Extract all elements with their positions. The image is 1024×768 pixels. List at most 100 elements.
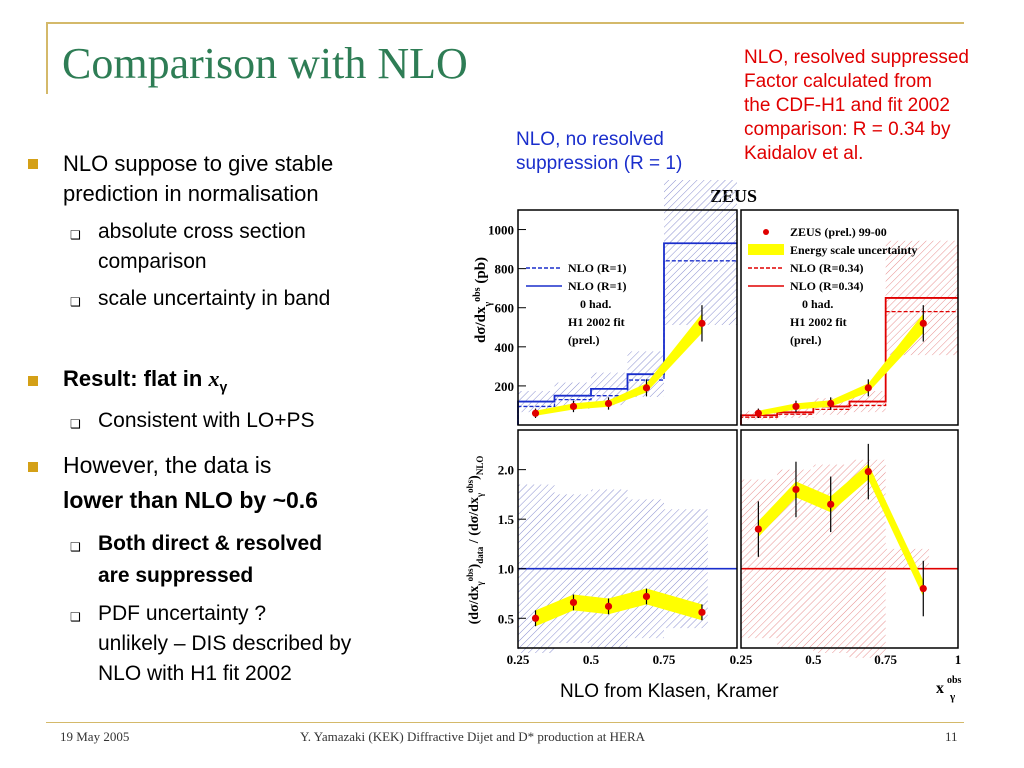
bullet-text: However, the data is — [63, 452, 272, 478]
legend-entry: NLO (R=1) — [568, 261, 627, 275]
footer-date: 19 May 2005 — [60, 729, 130, 744]
x-tick-label: 0.5 — [583, 652, 600, 667]
data-point — [864, 468, 872, 476]
page-number: 11 — [945, 729, 958, 744]
y-tick-label: 2.0 — [498, 463, 514, 478]
legend-entry: (prel.) — [568, 333, 599, 347]
data-point — [827, 399, 835, 408]
y-tick-label: 200 — [495, 379, 515, 394]
sub-bullet-text: absolute cross section — [98, 220, 306, 243]
legend-entry: NLO (R=0.34) — [790, 279, 864, 293]
bullet-text: prediction in normalisation — [63, 181, 319, 206]
scale-uncertainty-band — [518, 180, 737, 413]
x-tick-label: 0.25 — [507, 652, 530, 667]
data-point — [754, 409, 762, 417]
sub-bullet-text: comparison — [98, 250, 207, 273]
data-point — [569, 598, 578, 607]
sub-bullet-marker: ❑ — [70, 540, 81, 554]
legend-entry: 0 had. — [580, 297, 611, 311]
bullet-text: Result: flat in xγ — [63, 366, 228, 395]
panel-frame — [517, 429, 738, 649]
footer-center: Y. Yamazaki (KEK) Diffractive Dijet and … — [300, 729, 646, 744]
svg-text:obs: obs — [947, 675, 962, 686]
sub-bullet-marker: ❑ — [70, 228, 81, 242]
legend-entry: (prel.) — [790, 333, 821, 347]
scale-uncertainty-band — [741, 459, 930, 658]
legend-entry: H1 2002 fit — [790, 315, 847, 329]
legend-entry: NLO (R=1) — [568, 279, 627, 293]
sub-bullet-text: unlikely – DIS described by — [98, 632, 352, 655]
annotation-no-resolved-suppression: NLO, no resolved suppression (R = 1) — [516, 129, 683, 174]
y-axis-title-bottom: (dσ/dxγobs)data / (dσ/dxγobs)NLO — [465, 456, 485, 625]
svg-text:γ: γ — [949, 691, 955, 703]
legend-entry: 0 had. — [802, 297, 833, 311]
chart-panel-4: 0.25 0.5 0.75 1 — [730, 429, 962, 667]
data-point — [642, 592, 651, 601]
panel-frame — [517, 209, 738, 426]
sub-bullet-text: PDF uncertainty ? — [98, 602, 267, 625]
frame-top — [46, 22, 964, 24]
bullet-text: NLO suppose to give stable — [63, 151, 334, 176]
legend-entry: Energy scale uncertainty — [790, 243, 917, 257]
data-point — [604, 399, 613, 408]
y-tick-label: 1.5 — [498, 512, 515, 527]
frame-left — [46, 22, 48, 94]
panel-frame — [740, 429, 959, 649]
legend-swatch — [748, 244, 784, 255]
slide-title: Comparison with NLO — [62, 39, 468, 88]
y-tick-label: 600 — [495, 301, 515, 316]
y-tick-label: 0.5 — [498, 611, 515, 626]
bullet-marker — [28, 376, 38, 386]
sub-bullet-text: NLO with H1 fit 2002 — [98, 662, 292, 685]
legend-entry: H1 2002 fit — [568, 315, 625, 329]
sub-bullet-marker: ❑ — [70, 417, 81, 431]
x-tick-label: 0.25 — [730, 652, 753, 667]
data-point — [604, 602, 613, 610]
sub-bullet-marker: ❑ — [70, 610, 81, 624]
nlo-histogram-solid — [517, 242, 737, 425]
x-axis-title: x obs γ — [936, 675, 962, 703]
legend-entry: NLO (R=0.34) — [790, 261, 864, 275]
data-point — [919, 584, 927, 593]
energy-scale-band — [535, 313, 702, 416]
chart-panel-3: 0.5 1.0 1.5 2.0 0.25 0.5 0.75 — [498, 429, 738, 667]
sub-bullet-marker: ❑ — [70, 295, 81, 309]
annotation-resolved-suppressed: NLO, resolved suppressed Factor calculat… — [744, 47, 969, 164]
y-tick-label: 1000 — [488, 223, 514, 238]
data-point — [919, 319, 927, 327]
chart-panel-2: ZEUS (prel.) 99-00 Energy scale uncertain… — [740, 209, 959, 426]
data-point — [827, 500, 835, 508]
data-point — [642, 384, 651, 392]
data-point — [569, 402, 578, 411]
x-tick-label: 0.5 — [805, 652, 822, 667]
bullet-marker — [28, 159, 38, 169]
sub-bullet-text: Both direct & resolved — [98, 532, 323, 555]
data-point — [754, 525, 762, 533]
energy-scale-band — [535, 588, 702, 627]
svg-text:(dσ/dxγobs)data / (dσ/dxγobs)N: (dσ/dxγobs)data / (dσ/dxγobs)NLO — [465, 456, 485, 625]
footer-line — [46, 722, 964, 723]
data-point — [792, 402, 800, 411]
data-point — [864, 384, 872, 392]
data-point — [698, 608, 706, 616]
y-axis-title-top: dσ/dxγobs (pb) — [472, 257, 494, 343]
legend-swatch — [763, 229, 769, 235]
legend-entry: ZEUS (prel.) 99-00 — [790, 225, 887, 239]
svg-text:x: x — [936, 680, 944, 697]
y-tick-label: 400 — [495, 340, 515, 355]
x-tick-label: 1 — [955, 652, 962, 667]
bullet-marker — [28, 462, 38, 472]
data-point — [792, 485, 800, 494]
annotation-nlo-source: NLO from Klasen, Kramer — [560, 681, 779, 702]
data-point — [531, 614, 540, 622]
scale-uncertainty-band — [741, 240, 958, 420]
sub-bullet-text: scale uncertainty in band — [98, 287, 331, 310]
y-tick-label: 1.0 — [498, 562, 514, 577]
chart-panel-1: 200 400 600 800 1000 NLO (R=1) NLO (R=1) 0 had.… — [488, 180, 738, 426]
data-point — [531, 409, 540, 417]
bullet-text: lower than NLO by ~0.6 — [63, 487, 318, 513]
svg-text:dσ/dxγobs (pb): dσ/dxγobs (pb) — [472, 257, 494, 343]
energy-scale-band — [758, 463, 924, 597]
panel-frame — [740, 209, 959, 426]
